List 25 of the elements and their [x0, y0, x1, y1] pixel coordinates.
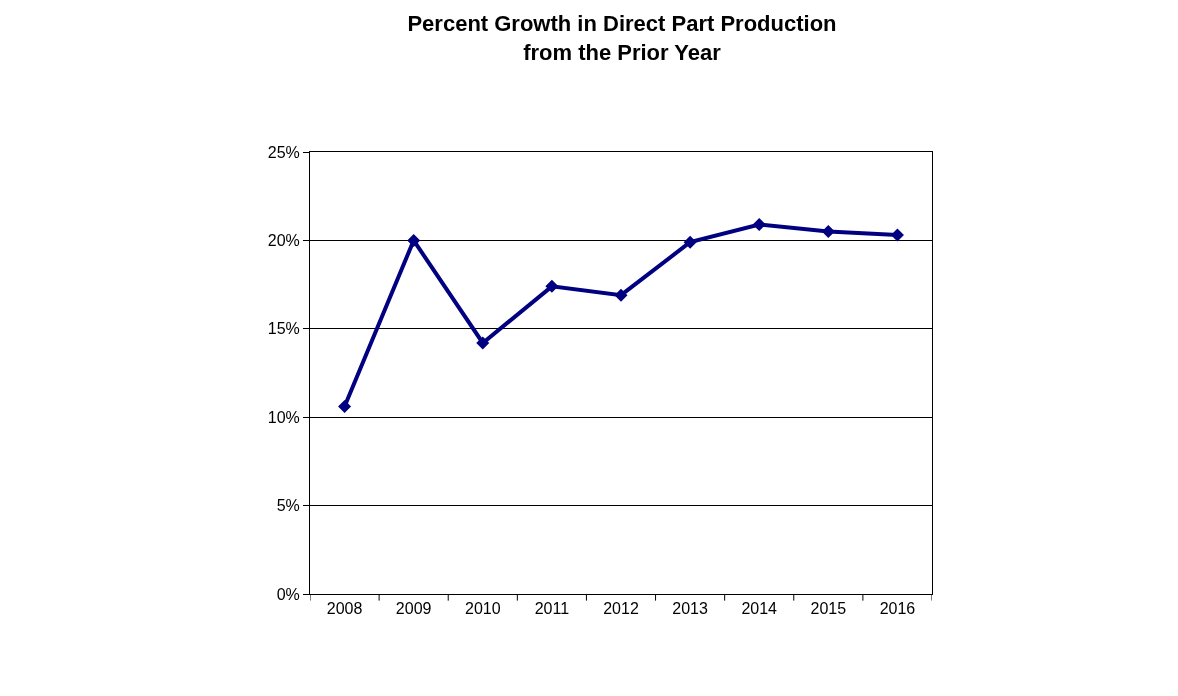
point	[545, 279, 559, 293]
point	[476, 336, 490, 350]
y-tick-label: 15%	[267, 320, 300, 338]
y-tick-label: 0%	[276, 585, 300, 603]
point	[683, 235, 697, 249]
point	[890, 228, 904, 242]
y-tick-label: 10%	[267, 408, 300, 426]
x-tick-label: 2012	[603, 600, 639, 618]
x-tick-label: 2008	[326, 600, 363, 618]
x-tick-label: 2011	[534, 600, 570, 618]
point	[752, 217, 766, 231]
y-tick-label: 25%	[267, 143, 300, 161]
x-tick-label: 2015	[810, 600, 847, 618]
x-tick-label: 2009	[395, 600, 432, 618]
y-tick-label: 20%	[267, 232, 300, 249]
chart-title: Percent Growth in Direct Part Production from the Prior Year	[407, 11, 837, 65]
x-tick-label: 2016	[879, 600, 916, 618]
x-tick-label: 2010	[464, 600, 501, 618]
point	[407, 233, 421, 247]
y-tick-label: 5%	[276, 497, 300, 515]
point	[614, 288, 628, 302]
x-tick-label: 2014	[741, 600, 778, 618]
point	[338, 400, 352, 414]
x-tick-label: 2013	[672, 600, 709, 618]
point	[821, 225, 835, 239]
